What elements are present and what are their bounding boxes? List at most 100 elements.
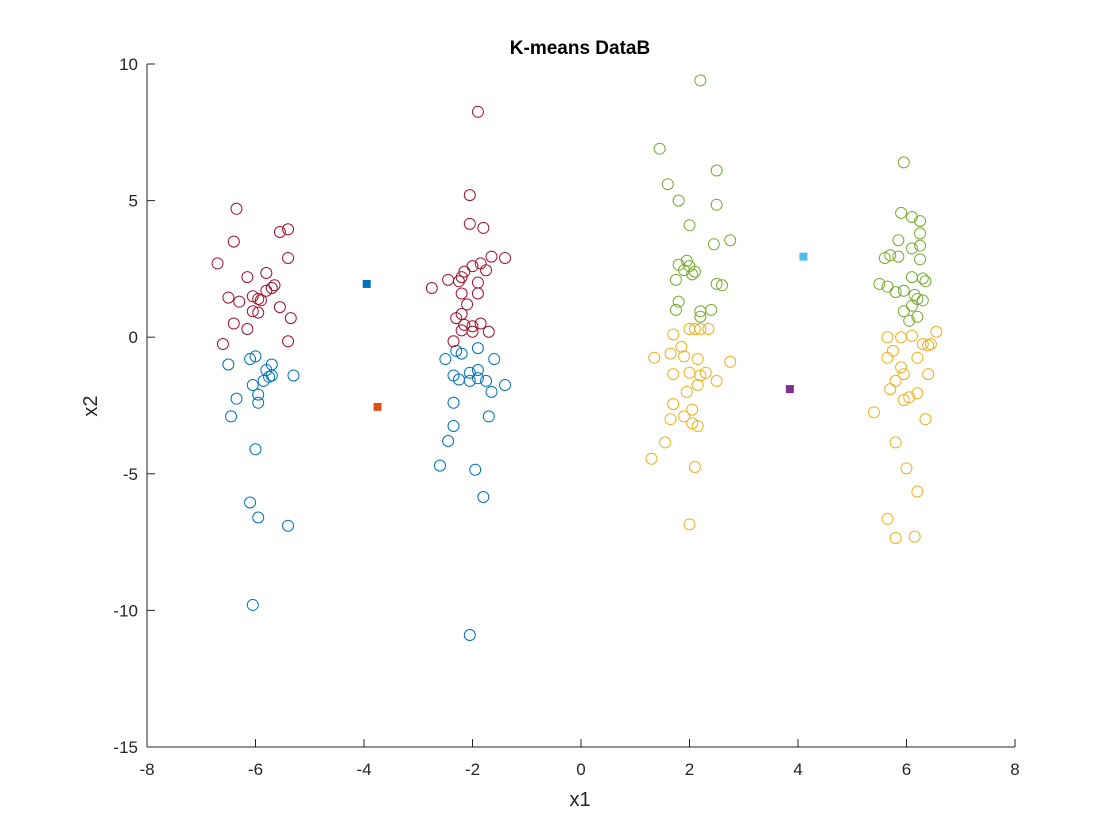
data-point bbox=[273, 301, 286, 314]
data-point bbox=[873, 277, 886, 290]
data-point bbox=[908, 288, 921, 301]
data-point bbox=[683, 518, 696, 531]
centroid-marker-2 bbox=[373, 402, 382, 411]
data-point bbox=[914, 239, 927, 252]
data-point bbox=[895, 361, 908, 374]
data-point bbox=[244, 496, 257, 509]
data-point bbox=[897, 394, 910, 407]
data-point bbox=[246, 598, 259, 611]
data-point bbox=[667, 328, 680, 341]
data-point bbox=[499, 251, 512, 264]
data-point bbox=[227, 235, 240, 248]
data-point bbox=[447, 396, 460, 409]
data-point bbox=[897, 284, 910, 297]
data-point bbox=[260, 266, 273, 279]
data-point bbox=[669, 273, 682, 286]
data-point bbox=[889, 374, 902, 387]
data-point bbox=[216, 338, 229, 351]
data-point bbox=[691, 353, 704, 366]
data-point bbox=[252, 396, 265, 409]
data-point bbox=[686, 403, 699, 416]
data-point bbox=[463, 189, 476, 202]
data-point bbox=[678, 410, 691, 423]
data-point bbox=[265, 282, 278, 295]
data-point bbox=[273, 226, 286, 239]
centroid-marker-1 bbox=[362, 279, 371, 288]
data-point bbox=[903, 314, 916, 327]
data-point bbox=[884, 383, 897, 396]
data-point bbox=[482, 410, 495, 423]
data-point bbox=[683, 366, 696, 379]
data-point bbox=[914, 215, 927, 228]
data-point bbox=[686, 268, 699, 281]
data-point bbox=[284, 312, 297, 325]
data-point bbox=[499, 379, 512, 392]
data-point bbox=[480, 264, 493, 277]
data-point bbox=[477, 221, 490, 234]
centroid-marker-4 bbox=[785, 385, 794, 394]
data-point bbox=[474, 317, 487, 330]
data-point bbox=[222, 291, 235, 304]
data-point bbox=[433, 459, 446, 472]
data-point bbox=[895, 206, 908, 219]
data-point bbox=[480, 374, 493, 387]
data-point bbox=[282, 223, 295, 236]
x-tick-label: -8 bbox=[139, 760, 154, 779]
data-point bbox=[230, 202, 243, 215]
data-point bbox=[878, 251, 891, 264]
x-tick-label: 2 bbox=[685, 760, 694, 779]
data-point bbox=[667, 368, 680, 381]
x-tick-label: 4 bbox=[793, 760, 802, 779]
data-point bbox=[672, 194, 685, 207]
data-point bbox=[710, 277, 723, 290]
data-point bbox=[471, 105, 484, 118]
y-tick-label: 10 bbox=[119, 55, 138, 74]
plot-area: -8 -6 -4 -2 0 2 4 6 8 -15 -10 -5 0 5 10 bbox=[113, 55, 1019, 779]
data-point bbox=[884, 249, 897, 262]
data-point bbox=[680, 385, 693, 398]
data-point bbox=[466, 325, 479, 338]
data-point bbox=[905, 299, 918, 312]
cluster-4-points bbox=[645, 323, 943, 545]
cluster-2-points bbox=[211, 105, 512, 351]
data-point bbox=[211, 257, 224, 270]
data-point bbox=[485, 385, 498, 398]
y-tick-label: -15 bbox=[113, 738, 138, 757]
x-tick-label: -2 bbox=[465, 760, 480, 779]
data-point bbox=[691, 379, 704, 392]
data-point bbox=[897, 368, 910, 381]
data-point bbox=[246, 305, 259, 318]
data-point bbox=[252, 388, 265, 401]
data-point bbox=[425, 282, 438, 295]
data-point bbox=[249, 443, 262, 456]
x-tick-label: 0 bbox=[576, 760, 585, 779]
data-point bbox=[716, 279, 729, 292]
data-point bbox=[897, 305, 910, 318]
data-point bbox=[905, 242, 918, 255]
data-point bbox=[699, 366, 712, 379]
data-point bbox=[463, 628, 476, 641]
data-point bbox=[905, 329, 918, 342]
cluster-1-points bbox=[222, 342, 512, 641]
data-point bbox=[458, 318, 471, 331]
data-point bbox=[466, 260, 479, 273]
data-point bbox=[664, 347, 677, 360]
y-tick-label: 5 bbox=[129, 192, 138, 211]
data-point bbox=[922, 339, 935, 352]
data-point bbox=[919, 275, 932, 288]
data-point bbox=[482, 325, 495, 338]
x-tick-label: -4 bbox=[356, 760, 371, 779]
data-point bbox=[282, 519, 295, 532]
data-point bbox=[919, 413, 932, 426]
data-point bbox=[439, 353, 452, 366]
data-point bbox=[889, 436, 902, 449]
data-point bbox=[683, 219, 696, 232]
data-point bbox=[911, 387, 924, 400]
data-point bbox=[246, 290, 259, 303]
data-point bbox=[442, 435, 455, 448]
x-tick-label: 8 bbox=[1010, 760, 1019, 779]
data-point bbox=[471, 342, 484, 355]
data-point bbox=[452, 275, 465, 288]
data-point bbox=[241, 323, 254, 336]
